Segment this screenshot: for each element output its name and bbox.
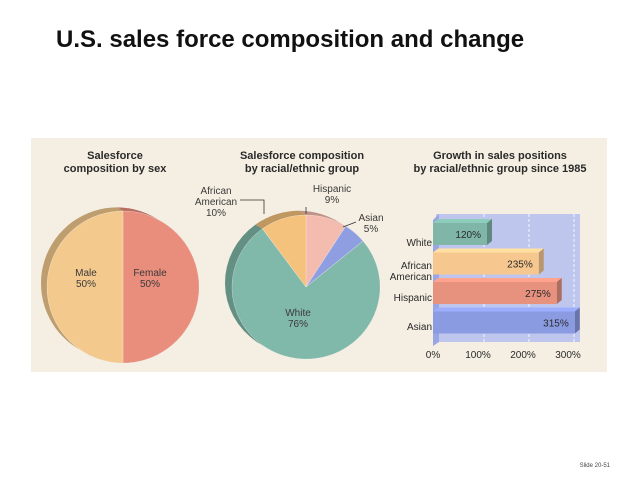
slice-value: 76%: [287, 319, 308, 330]
pie-slice-african-american: [262, 214, 307, 288]
bar-value-label: 120%: [455, 230, 481, 241]
category-name: Hispanic: [393, 293, 432, 304]
race-chart-title: Salesforce composition by racial/ethnic …: [232, 150, 372, 176]
pie-slice-rim: [255, 210, 306, 229]
category-label-hispanic: Hispanic: [370, 293, 432, 304]
slice-name: Female: [133, 268, 167, 279]
pie-slice-rim: [299, 210, 346, 227]
bar-top: [433, 248, 544, 253]
bar: [433, 223, 487, 245]
x-tick-label: 0%: [426, 350, 441, 361]
category-name: African: [400, 261, 432, 272]
slice-name: Hispanic: [312, 184, 352, 195]
category-label-african-american: African American: [370, 261, 432, 283]
category-label-asian: Asian: [370, 322, 432, 333]
bar-top: [433, 219, 492, 223]
slide-number: Slide 20-51: [579, 463, 610, 469]
slide-title: U.S. sales force composition and change: [56, 26, 525, 53]
category-name: American: [389, 272, 432, 283]
growth-chart-title-line: by racial/ethnic group since 1985: [413, 163, 587, 175]
bar-value-label: 275%: [525, 289, 551, 300]
x-tick-label: 300%: [555, 350, 581, 361]
pie-slice-white: [231, 228, 381, 360]
bar-top: [433, 278, 562, 282]
slice-value: 50%: [139, 279, 160, 290]
growth-chart-title-line: Growth in sales positions: [433, 150, 567, 162]
slice-label-male: Male 50%: [66, 268, 106, 290]
category-label-white: White: [370, 238, 432, 249]
bar: [433, 282, 557, 304]
slice-name: Asian: [358, 213, 384, 224]
slice-label-african-american: African American 10%: [190, 186, 242, 219]
slice-value: 5%: [363, 224, 379, 235]
slice-label-hispanic: Hispanic 9%: [308, 184, 356, 206]
slice-name: American: [194, 197, 238, 208]
slice-label-white: White 76%: [278, 308, 318, 330]
slice-name: Male: [75, 268, 97, 279]
sex-chart-title-line: Salesforce: [87, 150, 143, 162]
bar-top: [433, 307, 580, 312]
slice-value: 10%: [205, 208, 226, 219]
slice-label-asian: Asian 5%: [355, 213, 387, 235]
slice-name: African: [200, 186, 232, 197]
bar: [433, 252, 539, 275]
category-name: White: [406, 238, 432, 249]
bar-value-label: 235%: [507, 260, 533, 271]
slice-value: 9%: [324, 195, 340, 206]
slice-label-female: Female 50%: [128, 268, 172, 290]
sex-chart-title: Salesforce composition by sex: [60, 150, 170, 176]
bar-end: [556, 278, 562, 304]
callout-line-asian: [342, 221, 357, 228]
pie-slice-female: [122, 210, 200, 364]
callout-line-african-american: [240, 199, 265, 214]
x-tick-label: 200%: [510, 350, 536, 361]
bar-end: [538, 248, 544, 275]
slice-name: White: [285, 308, 311, 319]
bar-end: [487, 219, 492, 245]
race-chart-title-line: by racial/ethnic group: [244, 163, 360, 175]
sex-chart-title-line: composition by sex: [63, 163, 167, 175]
bar: [433, 311, 575, 334]
bar-value-label: 315%: [543, 319, 569, 330]
growth-chart-title: Growth in sales positions by racial/ethn…: [408, 150, 592, 176]
bar-end: [574, 307, 580, 334]
pie-chart-sex: [41, 207, 200, 364]
race-chart-title-line: Salesforce composition: [239, 150, 365, 162]
slice-value: 50%: [75, 279, 96, 290]
x-tick-label: 100%: [465, 350, 491, 361]
category-name: Asian: [406, 322, 432, 333]
pie-slice-male: [46, 210, 124, 364]
